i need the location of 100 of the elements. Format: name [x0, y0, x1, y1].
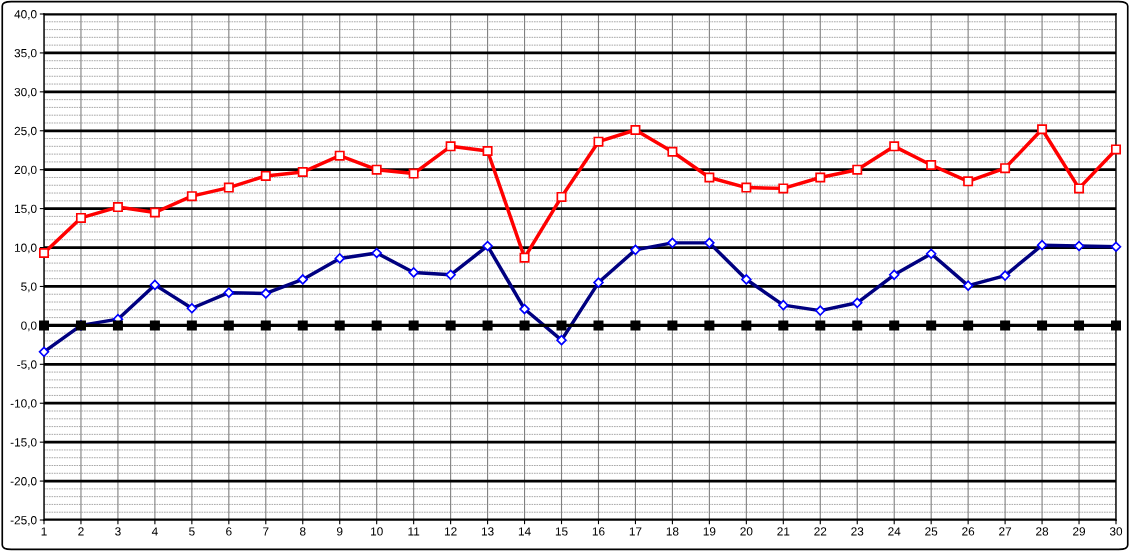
x-tick-label: 22	[814, 527, 827, 536]
x-tick-label: 21	[777, 527, 790, 536]
x-tick-label: 25	[925, 527, 938, 536]
point	[445, 320, 456, 331]
point	[1110, 320, 1122, 331]
point	[482, 320, 493, 331]
point	[371, 164, 382, 175]
point	[667, 146, 678, 157]
x-tick-label: 17	[629, 527, 642, 536]
point	[778, 183, 789, 194]
x-tick-label: 24	[888, 527, 901, 536]
point	[334, 320, 345, 331]
point	[112, 202, 123, 213]
point	[260, 320, 271, 331]
point	[778, 320, 789, 331]
point	[593, 136, 604, 147]
point	[889, 320, 900, 331]
point	[741, 182, 752, 193]
point	[223, 182, 234, 193]
point	[593, 320, 604, 331]
point	[1000, 163, 1011, 174]
y-tick-label: 0,0	[21, 321, 37, 332]
x-tick-label: 7	[263, 527, 269, 536]
y-tick-label: -25,0	[10, 516, 37, 526]
point	[630, 124, 641, 135]
point	[186, 320, 197, 331]
x-tick-label: 19	[703, 527, 716, 536]
point	[482, 146, 493, 157]
x-tick-label: 28	[1036, 527, 1049, 536]
x-tick-label: 2	[78, 527, 84, 536]
point	[1074, 320, 1085, 331]
point	[852, 320, 863, 331]
point	[408, 320, 419, 331]
x-tick-label: 23	[851, 527, 864, 536]
point	[186, 191, 197, 202]
y-tick-label: 40,0	[14, 10, 37, 20]
point	[926, 160, 937, 171]
point	[963, 176, 974, 187]
point	[75, 212, 86, 223]
x-tick-label: 16	[592, 527, 605, 536]
point	[556, 320, 567, 331]
y-tick-label: 5,0	[21, 282, 37, 293]
point	[852, 164, 863, 175]
x-tick-label: 1	[41, 527, 47, 536]
point	[445, 141, 456, 152]
x-tick-label: 4	[151, 527, 158, 536]
point	[556, 191, 567, 202]
y-tick-label: -15,0	[10, 438, 37, 448]
point	[260, 170, 271, 181]
y-tick-label: -20,0	[10, 477, 37, 487]
x-tick-label: 30	[1109, 527, 1123, 536]
x-tick-label: 5	[189, 527, 195, 536]
point	[297, 167, 308, 178]
point	[1037, 320, 1048, 331]
point	[38, 247, 50, 258]
y-tick-label: -10,0	[10, 399, 37, 410]
point	[334, 150, 345, 161]
point	[704, 172, 715, 183]
point	[223, 320, 234, 331]
x-tick-label: 14	[518, 527, 531, 536]
point	[149, 320, 160, 331]
point	[1037, 124, 1048, 135]
point	[408, 168, 419, 179]
x-tick-label: 26	[962, 527, 975, 536]
point	[889, 141, 900, 152]
point	[926, 320, 937, 331]
point	[815, 320, 826, 331]
point	[630, 320, 641, 331]
x-tick-label: 20	[740, 527, 753, 536]
y-tick-label: 35,0	[14, 48, 37, 59]
x-tick-label: 29	[1073, 527, 1086, 536]
point	[667, 320, 678, 331]
point	[149, 207, 160, 218]
point	[963, 320, 974, 331]
x-tick-label: 3	[115, 527, 121, 536]
point	[371, 320, 382, 331]
y-tick-label: 15,0	[14, 204, 37, 215]
x-tick-label: 10	[371, 527, 383, 536]
x-tick-label: 27	[999, 527, 1012, 536]
x-tick-label: 8	[299, 527, 306, 536]
point	[704, 320, 715, 331]
point	[815, 172, 826, 183]
point	[38, 320, 50, 331]
point	[1110, 144, 1122, 155]
x-tick-label: 11	[408, 527, 420, 536]
x-tick-label: 13	[481, 527, 494, 536]
point	[519, 320, 530, 331]
y-tick-label: -5,0	[17, 360, 37, 371]
y-tick-label: 25,0	[14, 126, 37, 137]
point	[1000, 320, 1011, 331]
x-tick-label: 6	[226, 527, 232, 536]
y-tick-label: 10,0	[14, 243, 37, 254]
point	[112, 320, 123, 331]
x-tick-label: 15	[555, 527, 568, 536]
point	[741, 320, 752, 331]
point	[519, 252, 530, 263]
y-tick-label: 30,0	[14, 87, 37, 98]
x-tick-label: 12	[444, 527, 457, 536]
x-tick-label: 18	[666, 527, 679, 536]
y-tick-label: 20,0	[14, 165, 37, 176]
